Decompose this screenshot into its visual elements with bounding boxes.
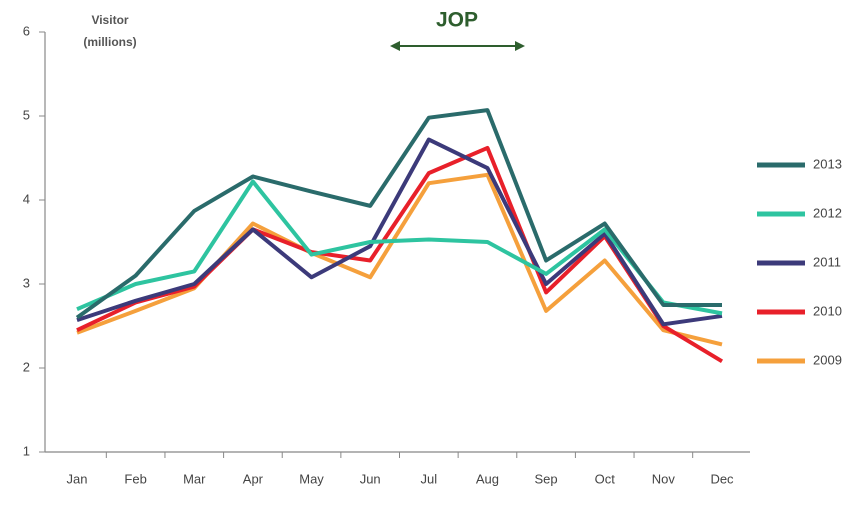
- series-line: [76, 137, 723, 327]
- x-tick-label: Aug: [476, 471, 499, 486]
- y-tick-label: 3: [23, 275, 30, 290]
- y-tick-label: 1: [23, 443, 30, 458]
- y-tick-label: 2: [23, 359, 30, 374]
- legend-label: 2013: [813, 156, 842, 171]
- annotation: JOP: [436, 9, 478, 32]
- legend-label: 2009: [813, 352, 842, 367]
- legend-label: 2010: [813, 303, 842, 318]
- x-tick-label: May: [299, 471, 324, 486]
- x-tick-label: Jun: [360, 471, 381, 486]
- x-tick-label: Jan: [67, 471, 88, 486]
- arrow-head: [390, 41, 400, 51]
- x-tick-label: Feb: [124, 471, 146, 486]
- y-tick-label: 6: [23, 23, 30, 38]
- x-tick-label: Apr: [243, 471, 264, 486]
- series-line: [76, 172, 723, 347]
- arrow-head: [515, 41, 525, 51]
- x-tick-label: Jul: [421, 471, 438, 486]
- y-axis-label: (millions): [83, 35, 136, 49]
- x-tick-label: Sep: [535, 471, 558, 486]
- x-tick-label: Nov: [652, 471, 676, 486]
- x-tick-label: Dec: [710, 471, 734, 486]
- y-tick-label: 4: [23, 191, 30, 206]
- legend-label: 2012: [813, 205, 842, 220]
- series-line: [76, 179, 723, 316]
- annotation-arrow: [390, 41, 525, 51]
- x-tick-label: Mar: [183, 471, 206, 486]
- y-axis-label: Visitor: [91, 13, 128, 27]
- legend-label: 2011: [813, 254, 841, 269]
- x-tick-label: Oct: [595, 471, 616, 486]
- series-line: [75, 108, 722, 320]
- y-tick-label: 5: [23, 107, 30, 122]
